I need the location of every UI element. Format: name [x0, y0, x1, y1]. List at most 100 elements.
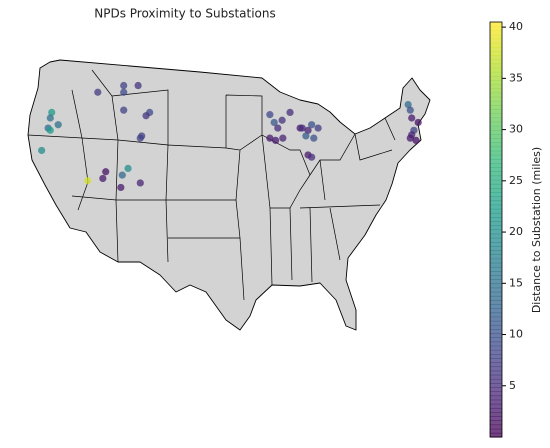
colorbar-segment [490, 42, 502, 48]
point [266, 134, 274, 142]
colorbar-segment [490, 378, 502, 384]
colorbar-segment [490, 26, 502, 31]
point [298, 124, 306, 132]
colorbar-segment [490, 105, 502, 110]
colorbar-segment [490, 200, 502, 206]
colorbar-segment [490, 192, 502, 197]
colorbar-segment [490, 229, 502, 235]
colorbar-segment [490, 175, 502, 181]
point [48, 108, 56, 116]
colorbar-segment [490, 163, 502, 168]
colorbar-segment [490, 312, 502, 318]
colorbar-segment [490, 300, 502, 305]
point [120, 81, 128, 90]
point [54, 121, 62, 129]
colorbar-tick-label: 40 [509, 20, 523, 33]
colorbar-segment [490, 142, 502, 148]
colorbar-tick-label: 15 [509, 276, 523, 289]
colorbar-tick-label: 25 [509, 174, 523, 187]
colorbar-segment [490, 158, 502, 164]
point [46, 114, 54, 122]
colorbar-segment [490, 96, 502, 102]
point [102, 168, 110, 176]
colorbar-segment [490, 329, 502, 334]
colorbar-segment [490, 233, 502, 239]
colorbar-segment [490, 295, 502, 301]
point [278, 116, 286, 124]
point [134, 81, 142, 90]
colorbar-segment [490, 266, 502, 272]
us-map [27, 59, 431, 331]
point [308, 121, 316, 129]
colorbar-segment [490, 179, 502, 185]
point [414, 118, 422, 127]
colorbar-segment [490, 374, 502, 380]
point [310, 134, 318, 142]
colorbar-segment [490, 345, 502, 351]
colorbar-segment [490, 71, 502, 77]
colorbar-segment [490, 183, 502, 189]
colorbar-segment [490, 254, 502, 260]
point [274, 124, 282, 132]
colorbar-segment [490, 63, 502, 69]
point [304, 126, 312, 134]
chart-title: NPDs Proximity to Substations [94, 7, 276, 21]
colorbar-tick-label: 5 [509, 379, 516, 392]
colorbar-segment [490, 424, 502, 430]
colorbar-segment [490, 75, 502, 81]
colorbar-segment [490, 412, 502, 417]
colorbar-segment [490, 138, 502, 143]
colorbar-segment [490, 80, 502, 85]
colorbar-segment [490, 46, 502, 52]
colorbar-segment [490, 320, 502, 326]
colorbar-segment [490, 88, 502, 94]
colorbar-tick-label: 20 [509, 225, 523, 238]
point [136, 134, 144, 142]
colorbar-segment [490, 316, 502, 322]
colorbar-segment [490, 117, 502, 123]
colorbar-segment [490, 109, 502, 114]
colorbar-segment [490, 67, 502, 73]
colorbar-label: Distance to Substation (miles) [530, 147, 543, 313]
colorbar-segment [490, 246, 502, 251]
colorbar-segment [490, 271, 502, 276]
point [279, 134, 287, 142]
point [272, 136, 280, 144]
colorbar-segment [490, 121, 502, 127]
colorbar-segment [490, 275, 502, 280]
colorbar-segment [490, 279, 502, 285]
colorbar-segment [490, 428, 502, 434]
colorbar-segment [490, 129, 502, 135]
point [142, 112, 150, 120]
colorbar-segment [490, 258, 502, 264]
colorbar-segment [490, 237, 502, 243]
point [136, 179, 144, 187]
point [302, 132, 310, 140]
colorbar-segment [490, 92, 502, 98]
colorbar-segment [490, 125, 502, 131]
point [99, 174, 107, 183]
colorbar-segment [490, 304, 502, 309]
colorbar-segment [490, 250, 502, 255]
point [120, 88, 128, 96]
us-outline [27, 59, 431, 331]
colorbar-segment [490, 30, 502, 36]
colorbar-segment [490, 262, 502, 268]
colorbar-segment [490, 358, 502, 363]
point [308, 153, 316, 161]
point [118, 171, 126, 179]
point [84, 177, 92, 185]
colorbar-tick-label: 10 [509, 328, 523, 341]
point [124, 164, 132, 172]
colorbar-segment [490, 51, 502, 56]
colorbar-segment [490, 324, 502, 330]
colorbar-segment [490, 416, 502, 421]
point [408, 114, 416, 122]
point [286, 108, 294, 116]
colorbar-frame [489, 21, 503, 438]
point [314, 124, 322, 132]
colorbar-segment [490, 432, 502, 438]
colorbar-segment [490, 341, 502, 347]
colorbar-segment [490, 34, 502, 40]
point [270, 118, 278, 127]
